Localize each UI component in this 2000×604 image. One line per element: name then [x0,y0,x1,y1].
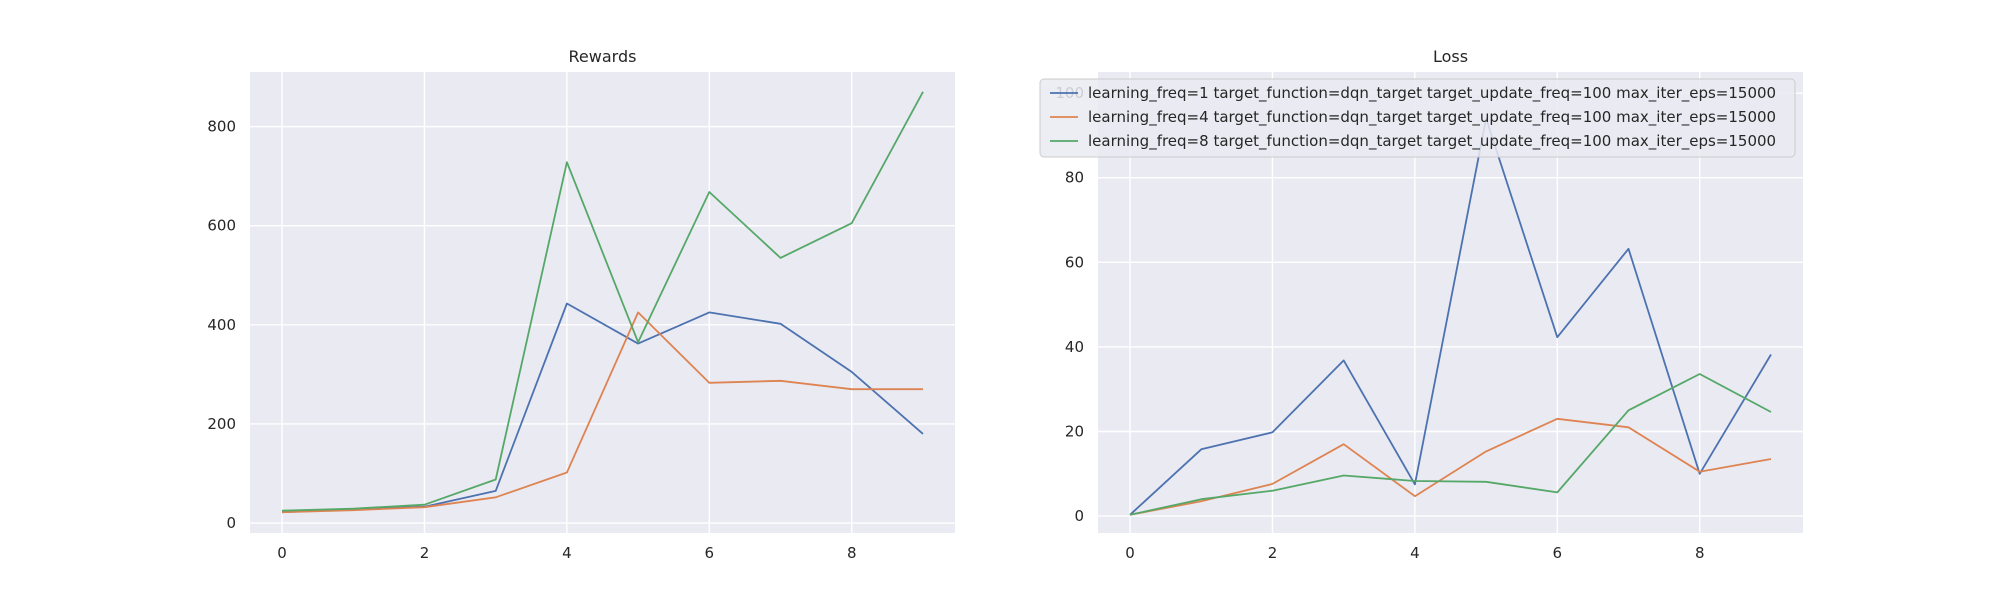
rewards-y-tick-label: 400 [207,316,236,334]
loss-series-line-2 [1129,417,1772,516]
rewards-series-line-2 [281,311,923,514]
loss-y-tick-label: 0 [1074,507,1084,525]
rewards-y-tick-label: 800 [207,118,236,136]
loss-x-tick-label: 2 [1268,544,1278,562]
rewards-x-tick-label: 8 [847,544,857,562]
rewards-y-tick-label: 0 [226,514,236,532]
rewards-y-tick-label: 600 [207,217,236,235]
loss-series-line-1 [1129,117,1772,516]
loss-y-tick-label: 40 [1065,338,1084,356]
legend: learning_freq=1 target_function=dqn_targ… [1039,78,1796,158]
rewards-x-tick-label: 6 [705,544,715,562]
rewards-y-tick-label: 200 [207,415,236,433]
rewards-x-tick-label: 0 [277,544,287,562]
loss-y-tick-label: 80 [1065,169,1084,187]
loss-axes: 02468020406080100Losslearning_freq=1 tar… [1039,47,1803,562]
loss-x-tick-label: 8 [1695,544,1705,562]
loss-series-line-3 [1129,373,1772,516]
loss-x-tick-label: 4 [1410,544,1420,562]
loss-y-tick-label: 60 [1065,253,1084,271]
rewards-plot-background [250,72,955,533]
legend-label-2: learning_freq=4 target_function=dqn_targ… [1088,108,1776,127]
rewards-x-tick-label: 2 [420,544,430,562]
loss-x-tick-label: 0 [1125,544,1135,562]
rewards-x-tick-label: 4 [562,544,572,562]
loss-y-tick-label: 20 [1065,422,1084,440]
legend-label-3: learning_freq=8 target_function=dqn_targ… [1088,132,1776,151]
loss-x-tick-label: 6 [1553,544,1563,562]
loss-title: Loss [1433,47,1468,66]
rewards-series-line-3 [281,91,924,512]
rewards-title: Rewards [569,47,637,66]
rewards-axes: 0 2 4 6 8 0 200 400 600 800 Rewards [207,47,955,562]
legend-label-1: learning_freq=1 target_function=dqn_targ… [1088,84,1776,103]
legend-frame [1039,78,1796,158]
